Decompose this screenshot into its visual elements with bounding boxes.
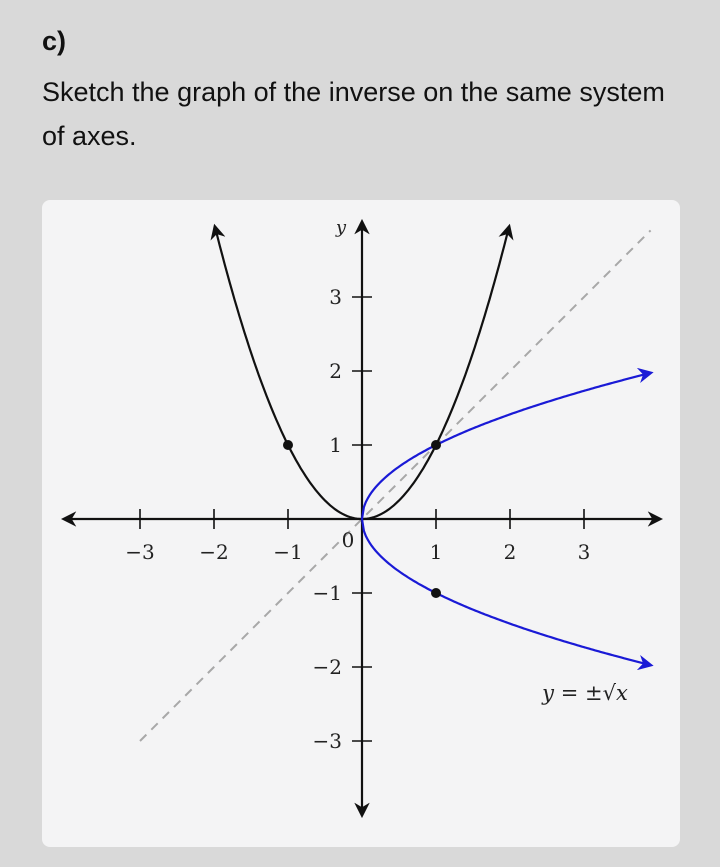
marked-point xyxy=(431,588,441,598)
curve-y-equals-minus-sqrt-x xyxy=(360,518,654,671)
y-tick-label: −2 xyxy=(313,655,342,679)
question-text: Sketch the graph of the inverse on the s… xyxy=(42,77,665,151)
x-tick-label: 2 xyxy=(504,540,517,564)
y-tick-label: 3 xyxy=(329,285,342,309)
axis-ticks: −3 −2 −1 1 2 3 −3 −2 −1 1 2 3 xyxy=(125,285,590,753)
x-tick-label: 3 xyxy=(578,540,591,564)
x-tick-label: −1 xyxy=(273,540,302,564)
marked-point xyxy=(283,440,293,450)
origin-label: 0 xyxy=(342,528,355,552)
y-axis-label: y xyxy=(335,217,347,238)
x-tick-label: −2 xyxy=(199,540,228,564)
x-tick-label: −3 xyxy=(125,540,154,564)
reflection-line-y-equals-x xyxy=(139,229,652,742)
equation-annotation: y = ±√x xyxy=(541,681,628,705)
x-tick-label: 1 xyxy=(430,540,443,564)
y-tick-label: 2 xyxy=(329,359,342,383)
part-label: c) xyxy=(42,26,67,56)
curve-y-equals-plus-sqrt-x xyxy=(360,367,654,520)
y-tick-label: 1 xyxy=(329,433,342,457)
marked-point xyxy=(431,440,441,450)
marked-points xyxy=(283,440,441,598)
y-tick-label: −3 xyxy=(313,729,342,753)
y-tick-label: −1 xyxy=(313,581,342,605)
